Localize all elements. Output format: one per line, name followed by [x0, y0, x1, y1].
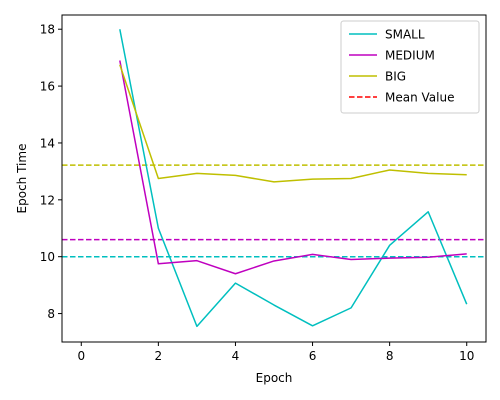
- series-line-small: [119, 29, 468, 328]
- x-tick-label: 4: [232, 349, 240, 363]
- y-tick-label: 14: [40, 136, 55, 150]
- x-tick-label: 0: [77, 349, 85, 363]
- y-tick-label: 16: [40, 80, 55, 94]
- series-line-medium: [119, 60, 467, 275]
- y-tick-label: 8: [47, 307, 55, 321]
- mean-reference-lines: [62, 164, 486, 258]
- x-axis: 0 2 4 6 8 10: [77, 342, 474, 363]
- legend-box: [340, 20, 480, 114]
- y-tick-label: 12: [40, 193, 55, 207]
- series-lines: [119, 29, 468, 328]
- legend: SMALL MEDIUM BIG Mean Value: [340, 20, 480, 114]
- x-tick-label: 10: [459, 349, 474, 363]
- series-line-big: [119, 64, 467, 183]
- legend-label: BIG: [385, 70, 406, 84]
- legend-label: Mean Value: [385, 91, 454, 105]
- y-axis: 8 10 12 14 16 18: [40, 23, 62, 321]
- y-axis-label: Epoch Time: [15, 144, 29, 214]
- x-tick-label: 2: [155, 349, 163, 363]
- y-tick-label: 10: [40, 250, 55, 264]
- y-tick-label: 18: [40, 23, 55, 37]
- legend-label: SMALL: [385, 28, 425, 42]
- x-axis-label: Epoch: [256, 371, 293, 385]
- legend-label: MEDIUM: [385, 49, 435, 63]
- x-tick-label: 8: [386, 349, 394, 363]
- x-tick-label: 6: [309, 349, 317, 363]
- plot-frame: [61, 14, 487, 343]
